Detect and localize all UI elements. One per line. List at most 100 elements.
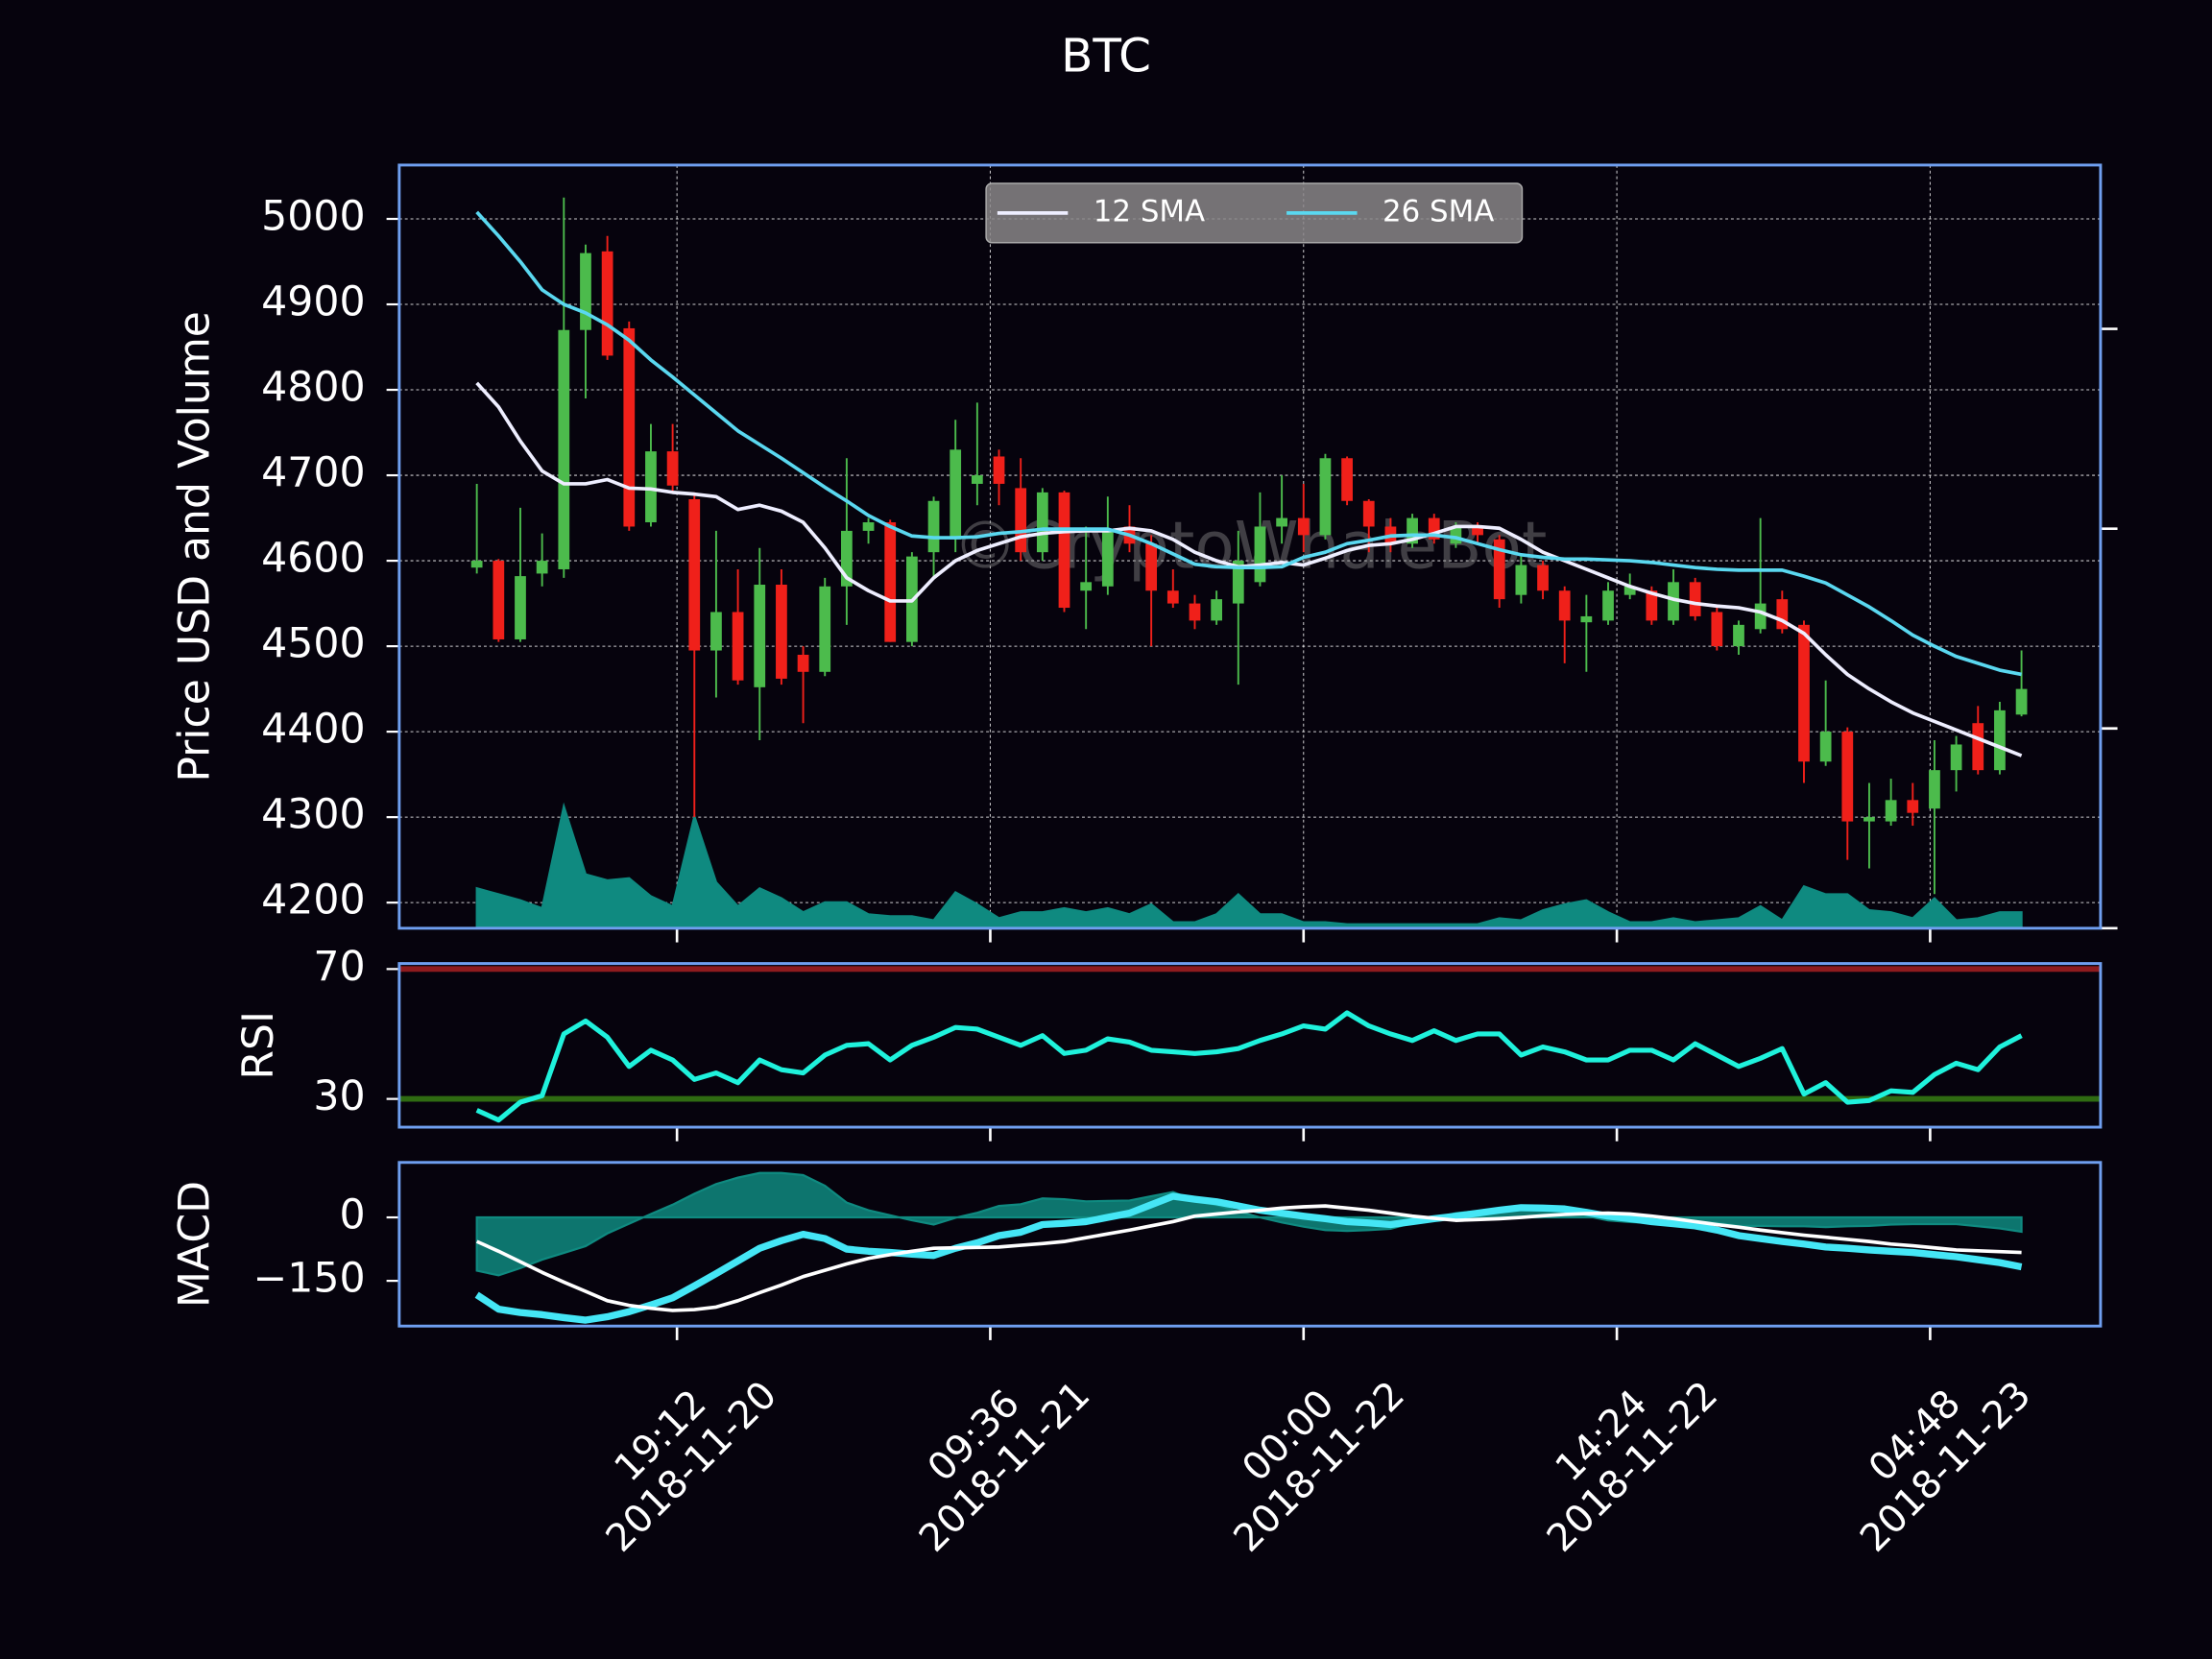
candle-body bbox=[1580, 615, 1593, 623]
panel-frame bbox=[397, 962, 2103, 1129]
chart-title: BTC bbox=[1061, 30, 1151, 84]
watermark: ©CryptoWhaleBot bbox=[952, 508, 1547, 584]
candle-body bbox=[841, 530, 853, 587]
y-tick-label: 4600 bbox=[261, 535, 365, 583]
candle-body bbox=[1841, 732, 1854, 822]
candle-body bbox=[580, 252, 591, 330]
candle-body bbox=[1472, 526, 1483, 536]
candle-body bbox=[1537, 565, 1549, 591]
candle-body bbox=[1232, 561, 1244, 604]
legend-box bbox=[985, 182, 1524, 244]
y-axis-label: MACD bbox=[171, 1181, 220, 1308]
candle-body bbox=[1972, 723, 1984, 771]
candle-body bbox=[1189, 603, 1201, 621]
candle-body bbox=[515, 576, 526, 639]
candle-body bbox=[1428, 517, 1440, 540]
candle-body bbox=[1994, 709, 2006, 771]
candle-body bbox=[601, 251, 613, 356]
candle-body bbox=[971, 475, 983, 484]
candle-body bbox=[1297, 517, 1310, 536]
candle-body bbox=[1058, 492, 1070, 609]
legend-label: 26 SMA bbox=[1382, 194, 1494, 228]
candle-body bbox=[470, 561, 483, 568]
candle-body bbox=[666, 451, 679, 486]
candle-body bbox=[1733, 624, 1744, 647]
candle-body bbox=[1407, 517, 1418, 544]
candle-body bbox=[1668, 582, 1679, 621]
candle-body bbox=[797, 654, 809, 672]
candle-body bbox=[1646, 590, 1658, 621]
candle-body bbox=[927, 500, 940, 553]
candle-body bbox=[1145, 543, 1158, 591]
candle-body bbox=[558, 329, 570, 569]
y-tick-label: 4500 bbox=[261, 620, 365, 668]
candle-body bbox=[819, 586, 831, 672]
candle-body bbox=[1319, 458, 1332, 536]
candle-body bbox=[1166, 590, 1179, 604]
candle-body bbox=[1907, 800, 1919, 813]
candle-body bbox=[1602, 590, 1614, 621]
candle-body bbox=[862, 522, 875, 531]
candle-body bbox=[493, 561, 505, 639]
y-tick-label: 0 bbox=[339, 1191, 365, 1239]
candle-body bbox=[1885, 800, 1897, 822]
candle-body bbox=[1515, 565, 1527, 595]
legend: 12 SMA 26 SMA bbox=[985, 182, 1524, 244]
y-tick-label: −150 bbox=[253, 1255, 366, 1303]
y-tick-label: 4200 bbox=[261, 877, 365, 925]
candle-body bbox=[993, 456, 1005, 484]
candle-body bbox=[1929, 770, 1940, 809]
candle-body bbox=[1211, 599, 1223, 621]
candle-body bbox=[623, 327, 636, 527]
y-tick-label: 5000 bbox=[261, 193, 365, 241]
candle-body bbox=[1341, 458, 1353, 501]
candle-body bbox=[1819, 732, 1832, 762]
candle-body bbox=[688, 498, 701, 651]
candle-body bbox=[1711, 612, 1723, 647]
candle-body bbox=[1863, 817, 1875, 822]
candle-body bbox=[754, 585, 766, 687]
candle-body bbox=[2015, 688, 2028, 715]
candle-body bbox=[1558, 590, 1571, 621]
y-tick-label: 4700 bbox=[261, 449, 365, 497]
y-tick-label: 30 bbox=[313, 1072, 365, 1120]
candle-body bbox=[536, 561, 548, 574]
panel-frame bbox=[397, 1161, 2103, 1328]
panel-frame bbox=[397, 163, 2103, 930]
candle-body bbox=[1950, 744, 1962, 771]
y-tick-label: 70 bbox=[313, 943, 365, 991]
candle-body bbox=[1254, 526, 1266, 583]
candle-body bbox=[1689, 582, 1701, 616]
sma-line bbox=[475, 210, 2022, 677]
candle-body bbox=[732, 612, 744, 681]
signal-line bbox=[475, 1204, 2022, 1312]
macd-histogram bbox=[475, 1171, 2023, 1277]
rsi-line bbox=[475, 1010, 2023, 1123]
candle-body bbox=[1362, 500, 1375, 527]
candle-body bbox=[1080, 582, 1093, 591]
y-tick-label: 4800 bbox=[261, 364, 365, 412]
y-tick-label: 4900 bbox=[261, 278, 365, 326]
candle-body bbox=[1798, 624, 1810, 762]
y-axis-label: Price USD and Volume bbox=[171, 311, 220, 782]
candle-body bbox=[1776, 599, 1789, 630]
candle-body bbox=[776, 585, 787, 679]
volume-area bbox=[475, 802, 2023, 929]
candle-body bbox=[884, 522, 897, 642]
candle-body bbox=[1493, 539, 1505, 600]
candle-body bbox=[645, 451, 657, 523]
candle-body bbox=[1450, 526, 1462, 544]
macd-line bbox=[474, 1192, 2023, 1324]
candle-body bbox=[1754, 603, 1767, 630]
candle-body bbox=[1276, 517, 1287, 527]
y-tick-label: 4400 bbox=[261, 706, 365, 754]
y-axis-label: RSI bbox=[234, 1011, 283, 1080]
candle-body bbox=[1101, 530, 1114, 587]
candle-body bbox=[950, 449, 962, 540]
candle-body bbox=[1623, 586, 1636, 595]
candle-body bbox=[1036, 492, 1048, 553]
candle-body bbox=[710, 612, 722, 651]
